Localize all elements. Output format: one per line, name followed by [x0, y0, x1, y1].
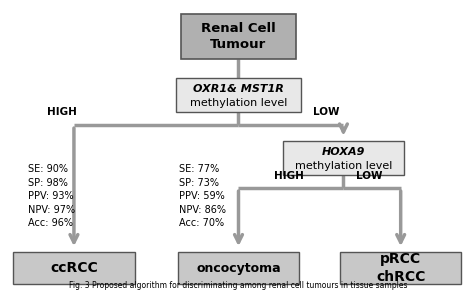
Text: LOW: LOW: [356, 171, 382, 181]
FancyBboxPatch shape: [282, 141, 404, 175]
FancyBboxPatch shape: [13, 252, 134, 284]
Text: pRCC
chRCC: pRCC chRCC: [375, 253, 425, 284]
FancyBboxPatch shape: [339, 252, 460, 284]
FancyBboxPatch shape: [176, 78, 300, 112]
Text: SE: 90%
SP: 98%
PPV: 93%
NPV: 97%
Acc: 96%: SE: 90% SP: 98% PPV: 93% NPV: 97% Acc: 9…: [28, 164, 75, 229]
Text: SE: 77%
SP: 73%
PPV: 59%
NPV: 86%
Acc: 70%: SE: 77% SP: 73% PPV: 59% NPV: 86% Acc: 7…: [178, 164, 226, 229]
Text: HOXA9: HOXA9: [321, 147, 364, 157]
Text: Fig. 3 Proposed algorithm for discriminating among renal cell tumours in tissue : Fig. 3 Proposed algorithm for discrimina…: [69, 281, 407, 290]
FancyBboxPatch shape: [177, 252, 299, 284]
Text: LOW: LOW: [313, 107, 339, 117]
Text: oncocytoma: oncocytoma: [196, 262, 280, 275]
Text: ccRCC: ccRCC: [50, 261, 98, 275]
Text: methylation level: methylation level: [294, 161, 391, 171]
Text: HIGH: HIGH: [273, 171, 303, 181]
FancyBboxPatch shape: [181, 14, 295, 59]
Text: HIGH: HIGH: [47, 107, 77, 117]
Text: methylation level: methylation level: [189, 98, 287, 108]
Text: OXR1& MST1R: OXR1& MST1R: [193, 84, 283, 94]
Text: Renal Cell
Tumour: Renal Cell Tumour: [201, 22, 275, 51]
